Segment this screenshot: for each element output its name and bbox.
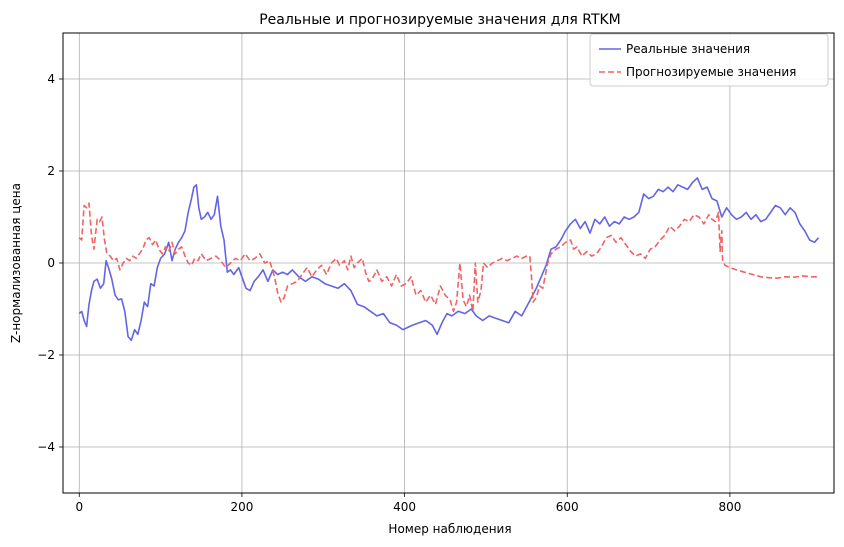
legend: Реальные значения Прогнозируемые значени… [589, 33, 829, 87]
legend-label-forecast: Прогнозируемые значения [626, 65, 796, 79]
y-axis-ticks: −4 −2 0 2 4 [37, 72, 63, 454]
x-tick-label: 400 [393, 500, 416, 514]
legend-box [589, 33, 829, 87]
series-line-forecast [78, 202, 819, 313]
x-axis-label: Номер наблюдения [388, 522, 511, 536]
series-line-real [78, 177, 820, 342]
y-tick-label: 0 [47, 256, 55, 270]
y-tick-label: −2 [37, 348, 55, 362]
series-layer [78, 177, 820, 342]
legend-label-real: Реальные значения [626, 42, 750, 56]
y-tick-label: −4 [37, 440, 55, 454]
y-tick-label: 4 [47, 72, 55, 86]
x-tick-label: 800 [718, 500, 741, 514]
x-tick-label: 600 [556, 500, 579, 514]
grid-lines [63, 33, 834, 493]
x-axis-ticks: 0 200 400 600 800 [75, 493, 741, 514]
chart-title: Реальные и прогнозируемые значения для R… [259, 12, 621, 28]
y-tick-label: 2 [47, 164, 55, 178]
x-tick-label: 0 [75, 500, 83, 514]
x-tick-label: 200 [230, 500, 253, 514]
y-axis-label: Z-нормализованная цена [9, 183, 23, 343]
